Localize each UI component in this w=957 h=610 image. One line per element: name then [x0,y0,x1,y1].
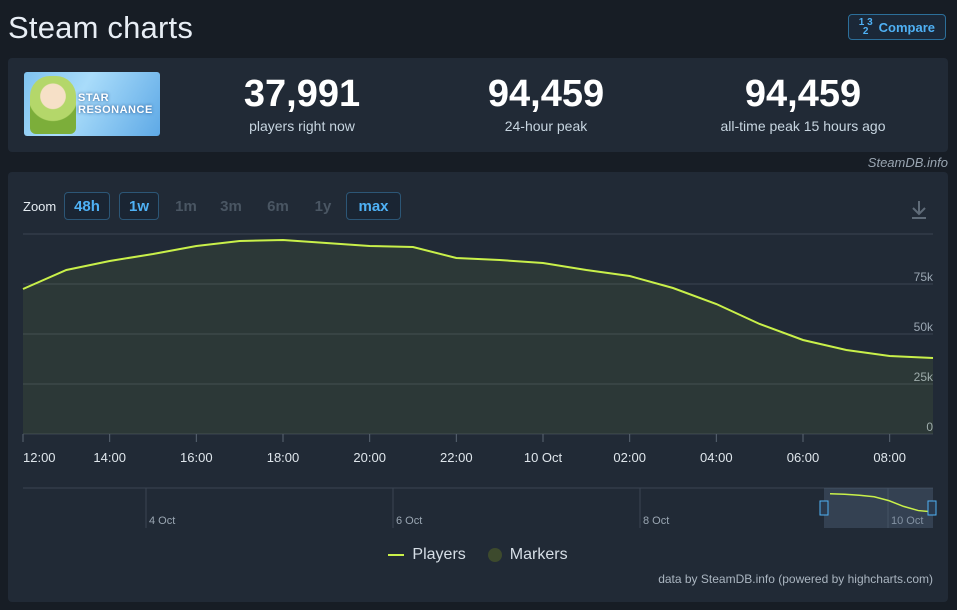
navigator-handle-left [819,500,829,516]
compare-button[interactable]: 1 3 2 Compare [847,14,946,40]
compare-icon-top: 1 3 [858,17,873,28]
data-point [455,257,458,260]
peak-24h-value: 94,459 [487,73,605,115]
data-point [282,239,285,242]
data-point [542,262,545,265]
data-point [802,339,805,342]
legend-players[interactable]: Players [388,546,466,564]
peak-24h-label: 24-hour peak [504,118,588,134]
compare-label: Compare [878,19,935,35]
zoom-6m-button: 6m [267,197,289,215]
data-point [152,253,155,256]
compare-icon: 1 3 2 [858,17,873,37]
x-tick-label: 16:00 [180,450,213,465]
data-point [672,287,675,290]
x-tick-label: 22:00 [440,450,473,465]
current-players-value: 37,991 [243,73,361,115]
download-icon[interactable] [909,199,929,221]
x-tick-label: 12:00 [23,450,56,465]
x-tick-label: 06:00 [787,450,820,465]
legend-markers-label: Markers [509,546,568,563]
data-point [498,259,501,262]
data-point [758,323,761,326]
data-point [108,260,111,263]
zoom-48h-button[interactable]: 48h [64,192,110,220]
page-title: Steam charts [8,10,194,45]
legend-markers[interactable]: Markers [487,546,568,564]
x-tick-label: 10 Oct [524,450,563,465]
legend-players-label: Players [412,546,466,563]
x-tick-label: 02:00 [613,450,646,465]
player-count-chart: 0 25k 50k 75k 12:00 14:00 16:00 18:00 20:00 22:00… [22,233,937,528]
stat-all-time-peak: 94,459 all-time peak 15 hours ago [688,72,918,134]
compare-icon-bottom: 2 [862,26,869,37]
data-point [325,242,328,245]
game-capsule-image[interactable]: STAR RESONANCE [24,72,160,136]
game-art-logo: STAR RESONANCE [78,92,153,116]
all-time-peak-value: 94,459 [744,73,862,115]
data-point [628,275,631,278]
x-tick-label: 20:00 [353,450,386,465]
data-point [65,269,68,272]
zoom-1w-button[interactable]: 1w [119,192,159,220]
current-players-label: players right now [249,118,355,134]
navigator-label: 10 Oct [891,515,923,527]
zoom-1m-button: 1m [175,197,197,215]
players-line-icon [388,554,405,556]
data-point [195,245,198,248]
y-tick-label: 25k [914,370,934,384]
zoom-max-button[interactable]: max [346,192,401,220]
stats-panel: STAR RESONANCE 37,991 players right now … [8,58,948,152]
stat-current-players: 37,991 players right now [192,72,412,134]
data-point [585,269,588,272]
navigator-label: 4 Oct [149,515,175,527]
y-tick-label: 75k [914,270,934,284]
markers-dot-icon [487,548,502,562]
data-point [22,288,25,291]
zoom-3m-button: 3m [220,197,242,215]
chart-legend: Players Markers [8,546,948,564]
series-line-players [22,238,934,360]
data-point [412,246,415,249]
data-point [238,240,241,243]
y-tick-label: 0 [926,420,933,434]
game-art-character [30,76,76,134]
all-time-peak-label: all-time peak 15 hours ago [720,118,886,134]
x-tick-label: 14:00 [93,450,126,465]
y-tick-label: 50k [914,320,934,334]
x-tick-label: 18:00 [267,450,300,465]
stat-24h-peak: 94,459 24-hour peak [436,72,656,134]
x-tick-label: 08:00 [873,450,906,465]
series-area [23,240,933,434]
source-label[interactable]: SteamDB.info [867,155,948,170]
navigator-line [829,493,934,513]
zoom-label: Zoom [23,199,57,214]
navigator-label: 6 Oct [396,515,422,527]
zoom-1y-button: 1y [314,197,332,215]
data-point [845,349,848,352]
navigator-label: 8 Oct [643,515,669,527]
x-tick-label: 04:00 [700,450,733,465]
data-point [888,355,891,358]
navigator-handle-right [927,500,937,516]
chart-credits[interactable]: data by SteamDB.info (powered by highcha… [658,572,933,586]
chart-panel: Zoom 48h 1w 1m 3m 6m 1y max 0 25k 50k 75k 12… [8,172,948,602]
data-point [368,245,371,248]
data-point [932,357,935,360]
data-point [715,303,718,306]
